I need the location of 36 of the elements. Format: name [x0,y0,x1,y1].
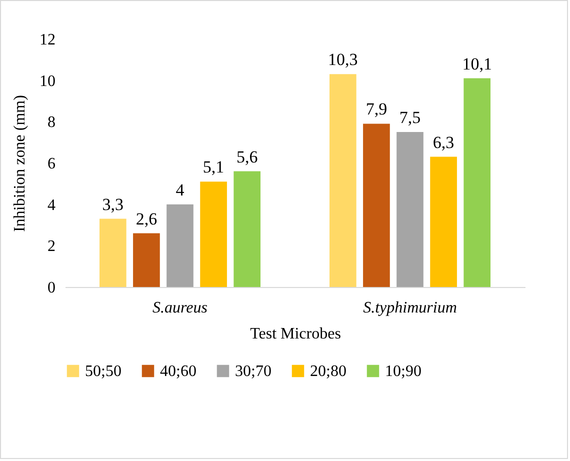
data-label: 3,3 [102,194,124,214]
y-tick-label: 4 [48,196,56,214]
y-tick-label: 2 [48,238,56,256]
data-label: 10,3 [328,50,358,70]
y-tick-label: 8 [48,114,56,132]
data-label: 7,9 [366,100,388,119]
bar [430,156,457,287]
bar [133,233,160,287]
legend-label: 30;70 [235,363,272,380]
legend-label: 40;60 [160,363,196,380]
y-axis-title: Inhibition zone (mm) [12,95,28,232]
data-label: 4 [176,180,185,200]
data-label: 5,1 [202,158,224,177]
y-tick-label: 10 [40,72,56,90]
bar [200,182,227,287]
bar [330,74,356,287]
y-tick-label: 6 [48,156,56,172]
y-tick-label: 12 [40,32,56,48]
data-label: 6,3 [432,132,454,152]
bar [464,78,490,287]
data-label: 7,5 [399,108,421,127]
legend-label: 20;80 [310,363,346,380]
data-label: 10,1 [462,54,492,74]
data-label: 2,6 [136,209,158,228]
data-label: 5,6 [236,147,258,166]
bar [363,124,390,287]
x-axis-title: Test Microbes [250,326,341,342]
bar [234,171,260,287]
legend-label: 10;90 [385,363,422,380]
bar [166,204,194,287]
bar [396,132,424,287]
bar [100,218,126,287]
legend-label: 50;50 [85,363,122,380]
y-tick-label: 0 [48,280,56,296]
x-tick-label: S.typhimurium [363,300,457,316]
x-tick-label: S.aureus [152,300,208,316]
